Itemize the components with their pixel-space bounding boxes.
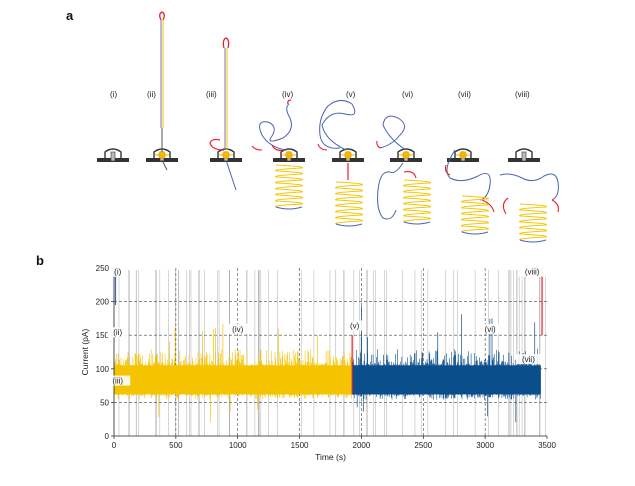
coiled-strand: [275, 164, 303, 208]
stage-annotation: (ii): [113, 328, 122, 337]
y-tick-label: 100: [96, 365, 110, 374]
stage-label-iii: (iii): [206, 90, 217, 99]
stage-annotation: (vi): [485, 325, 496, 334]
stage-vii-coil: [461, 195, 489, 235]
x-axis-label: Time (s): [315, 452, 346, 462]
trace-yellow: [113, 323, 352, 423]
coiled-strand: [403, 179, 431, 223]
strand-tail: [335, 223, 363, 227]
stage-label-ii: (ii): [147, 90, 156, 99]
stage-annotation: (iii): [112, 377, 123, 386]
stage-label-vi: (vi): [402, 90, 413, 99]
stage-label-vii: (vii): [458, 90, 471, 99]
strand-tail: [275, 206, 303, 210]
x-tick-label: 0: [112, 441, 117, 450]
stage-v-coil: [335, 181, 363, 227]
x-tick-label: 500: [169, 441, 183, 450]
stage-viii-strand: [499, 173, 559, 243]
coiled-strand: [519, 203, 547, 241]
stage-iv-strand: [251, 99, 303, 210]
x-tick-label: 1500: [291, 441, 309, 450]
stage-annotation: (v): [350, 321, 360, 330]
stage-iii-strand: [209, 37, 237, 191]
nanopore: [332, 148, 364, 162]
y-tick-label: 150: [96, 331, 110, 340]
nanopore: [97, 148, 129, 162]
stage-ii-strand: [159, 11, 168, 171]
stage-annotation: (i): [114, 268, 121, 277]
strand-tail: [519, 239, 547, 243]
coiled-strand: [335, 181, 363, 225]
x-tick-label: 3500: [538, 441, 556, 450]
stage-v-strand: [317, 100, 363, 227]
strand-tail: [461, 231, 489, 235]
event-spikes: [118, 270, 546, 436]
stage-iv-coil: [275, 164, 303, 210]
stage-annotation: (iv): [232, 325, 243, 334]
stage-label-iv: (iv): [282, 90, 293, 99]
y-tick-label: 0: [105, 432, 110, 441]
y-tick-label: 50: [100, 398, 109, 407]
stage-vi-coil: [403, 179, 431, 225]
stage-vi-strand: [376, 115, 431, 225]
x-tick-label: 2000: [353, 441, 371, 450]
nanopore: [390, 148, 422, 162]
coiled-strand: [461, 195, 489, 233]
nanopore: [447, 148, 479, 162]
red-transition-spikes: [351, 268, 543, 395]
stage-annotation: (viii): [525, 268, 540, 277]
y-tick-label: 200: [96, 298, 110, 307]
panel-a-letter: a: [66, 8, 74, 23]
stage-vii-strand: [444, 149, 495, 235]
nanopore: [508, 148, 540, 162]
nanopore: [273, 148, 305, 162]
pore-membranes: [97, 148, 540, 162]
y-tick-label: 250: [96, 264, 110, 273]
strand-tail: [403, 221, 431, 225]
stage-annotation: (vii): [522, 355, 535, 364]
x-tick-label: 1000: [229, 441, 247, 450]
stage-label-viii: (viii): [515, 90, 530, 99]
stage-label-i: (i): [110, 90, 117, 99]
x-tick-label: 3000: [476, 441, 494, 450]
stage-viii-coil: [519, 203, 547, 243]
panel-a: a (i) (ii) (iii) (iv) (v) (vi) (vii) (vi…: [66, 8, 559, 243]
trace-blue: [352, 306, 541, 423]
x-tick-label: 2500: [414, 441, 432, 450]
stage-label-v: (v): [346, 90, 356, 99]
panel-b-letter: b: [36, 253, 44, 268]
y-axis-label: Current (pA): [80, 328, 90, 375]
